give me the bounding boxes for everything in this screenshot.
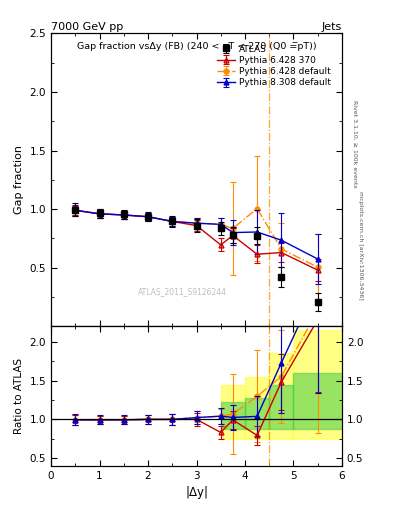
Bar [269, 385, 294, 429]
Y-axis label: Gap fraction: Gap fraction [14, 145, 24, 215]
Bar [294, 330, 347, 439]
Bar [221, 402, 245, 429]
Bar [294, 373, 347, 429]
Text: ATLAS_2011_S9126244: ATLAS_2011_S9126244 [138, 287, 226, 296]
Text: Jets: Jets [321, 22, 342, 32]
Bar [245, 398, 269, 429]
Bar [221, 385, 245, 439]
Bar [245, 377, 269, 439]
Text: Gap fraction vsΔy (FB) (240 < pT < 270 (Q0 =̅pT)): Gap fraction vsΔy (FB) (240 < pT < 270 (… [77, 42, 316, 51]
X-axis label: |Δy|: |Δy| [185, 486, 208, 499]
Y-axis label: Ratio to ATLAS: Ratio to ATLAS [14, 358, 24, 434]
Text: 7000 GeV pp: 7000 GeV pp [51, 22, 123, 32]
Text: Rivet 3.1.10, ≥ 100k events: Rivet 3.1.10, ≥ 100k events [352, 99, 357, 187]
Text: mcplots.cern.ch [arXiv:1306.3436]: mcplots.cern.ch [arXiv:1306.3436] [358, 191, 364, 300]
Legend: ATLAS, Pythia 6.428 370, Pythia 6.428 default, Pythia 8.308 default: ATLAS, Pythia 6.428 370, Pythia 6.428 de… [216, 44, 332, 88]
Bar [269, 353, 294, 439]
